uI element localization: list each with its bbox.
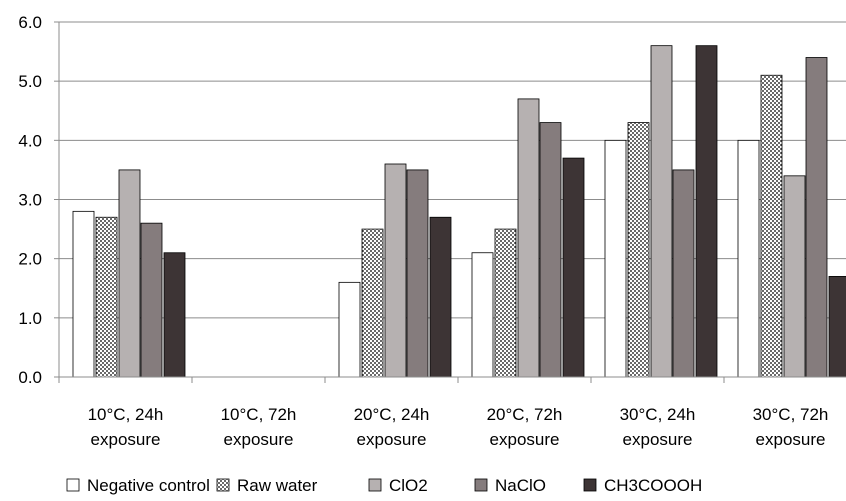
bar-clo2-4 <box>650 45 673 378</box>
y-tick-label: 1.0 <box>18 309 42 328</box>
bar-negative-control-4 <box>604 139 627 378</box>
bar-clo2-5 <box>783 175 806 378</box>
bar-ch3coooh-3 <box>562 157 585 378</box>
x-category-label: 10°C, 72h <box>221 405 297 424</box>
x-axis-category-labels: 10°C, 24h exposure 10°C, 72h exposure 20°C, … <box>88 405 829 449</box>
y-tick-label: 4.0 <box>18 131 42 150</box>
x-category-label: exposure <box>756 430 826 449</box>
bar-naclo-0 <box>140 222 163 378</box>
x-category-label: exposure <box>623 430 693 449</box>
bar-naclo-3 <box>539 122 562 378</box>
bar-raw-water-5 <box>760 74 783 378</box>
legend-swatch <box>66 478 80 492</box>
legend-swatch <box>474 478 488 492</box>
bar-clo2-3 <box>517 98 540 378</box>
bar-clo2-2 <box>384 163 407 378</box>
bar-clo2-0 <box>118 169 141 378</box>
bar-naclo-5 <box>805 57 828 378</box>
bars <box>72 45 846 378</box>
x-category-label: 20°C, 24h <box>354 405 430 424</box>
legend: Negative control Raw water ClO2 NaClO CH3COO… <box>66 476 702 495</box>
bar-ch3coooh-5 <box>828 276 846 378</box>
y-tick-label: 5.0 <box>18 72 42 91</box>
y-tick-label: 6.0 <box>18 13 42 32</box>
legend-label: Raw water <box>237 476 318 495</box>
x-category-label: exposure <box>490 430 560 449</box>
y-axis-tick-labels: 0.0 1.0 2.0 3.0 4.0 5.0 6.0 <box>18 13 42 387</box>
y-tick-label: 0.0 <box>18 368 42 387</box>
x-category-label: 30°C, 24h <box>620 405 696 424</box>
bar-raw-water-4 <box>627 122 650 378</box>
bar-negative-control-3 <box>471 252 494 378</box>
x-category-label: exposure <box>357 430 427 449</box>
bar-naclo-2 <box>406 169 429 378</box>
y-tick-label: 2.0 <box>18 250 42 269</box>
legend-swatch <box>216 478 230 492</box>
y-tick-label: 3.0 <box>18 191 42 210</box>
bar-ch3coooh-2 <box>429 216 452 378</box>
x-category-label: exposure <box>224 430 294 449</box>
bar-raw-water-0 <box>95 216 118 378</box>
x-category-label: 10°C, 24h <box>88 405 164 424</box>
x-category-label: 30°C, 72h <box>753 405 829 424</box>
legend-label: NaClO <box>495 476 546 495</box>
legend-label: CH3COOOH <box>604 476 702 495</box>
x-category-label: 20°C, 72h <box>487 405 563 424</box>
legend-swatch <box>583 478 597 492</box>
bar-raw-water-2 <box>361 228 384 378</box>
legend-swatch <box>368 478 382 492</box>
bar-naclo-4 <box>672 169 695 378</box>
bar-negative-control-2 <box>338 281 361 378</box>
bar-negative-control-5 <box>737 139 760 378</box>
legend-label: Negative control <box>87 476 210 495</box>
legend-label: ClO2 <box>389 476 428 495</box>
x-category-label: exposure <box>91 430 161 449</box>
bar-negative-control-0 <box>72 210 95 378</box>
bar-ch3coooh-0 <box>163 252 186 378</box>
bar-ch3coooh-4 <box>695 45 718 378</box>
axes <box>54 21 846 383</box>
bar-raw-water-3 <box>494 228 517 378</box>
